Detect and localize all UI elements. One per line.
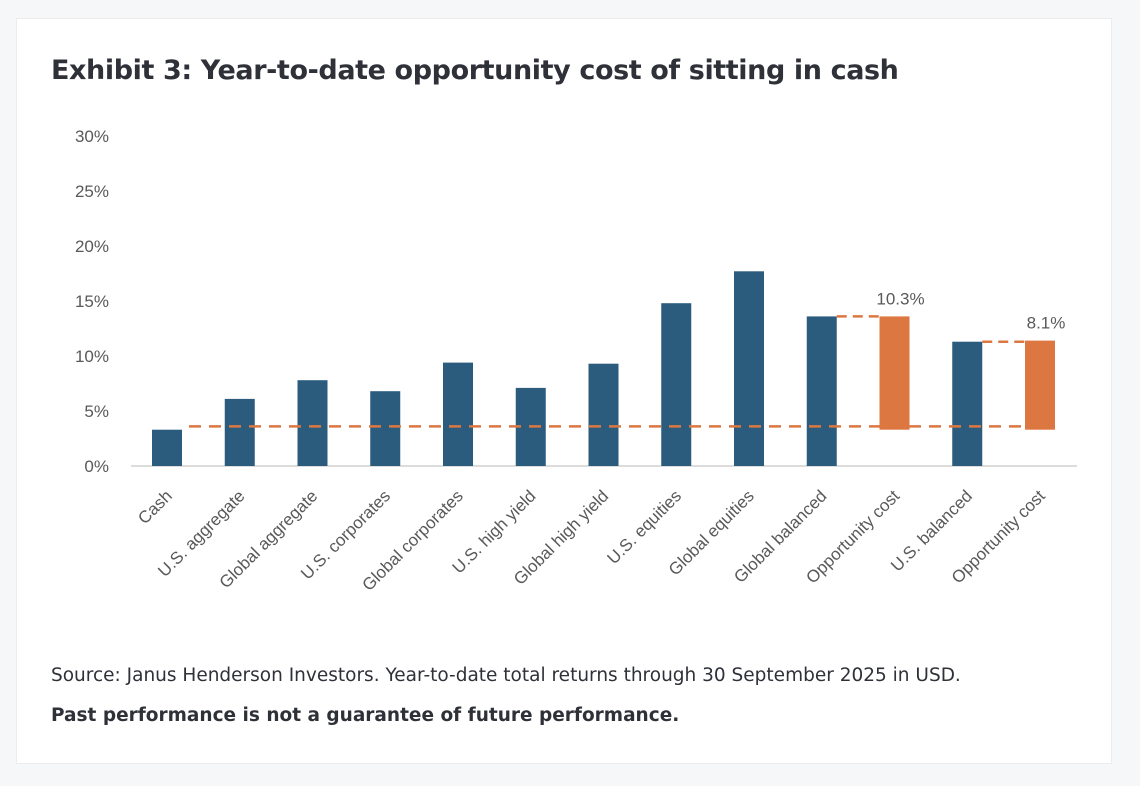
- exhibit-card: Exhibit 3: Year-to-date opportunity cost…: [16, 18, 1112, 764]
- return-bar: [152, 429, 182, 466]
- opportunity-cost-bar: [879, 316, 910, 430]
- disclaimer-note: Past performance is not a guarantee of f…: [51, 705, 680, 726]
- return-bar: [588, 363, 619, 466]
- return-bar: [734, 271, 764, 466]
- opportunity-cost-bar: [1025, 340, 1055, 430]
- return-bar: [952, 341, 983, 466]
- y-tick-label: 20%: [75, 237, 109, 256]
- data-label: 10.3%: [876, 289, 924, 308]
- category-label: Cash: [134, 486, 175, 527]
- y-tick-label: 25%: [75, 182, 109, 201]
- y-tick-label: 10%: [75, 347, 109, 366]
- category-label: U.S. equities: [603, 486, 685, 568]
- return-bar: [806, 316, 837, 466]
- y-tick-label: 5%: [84, 402, 109, 421]
- y-tick-label: 30%: [75, 127, 109, 146]
- return-bar: [224, 398, 255, 466]
- return-bar: [661, 303, 692, 466]
- return-bar: [443, 362, 473, 466]
- return-bar: [297, 380, 328, 466]
- exhibit-title: Exhibit 3: Year-to-date opportunity cost…: [51, 55, 899, 86]
- data-label: 8.1%: [1027, 314, 1066, 333]
- y-tick-label: 15%: [75, 292, 109, 311]
- source-note: Source: Janus Henderson Investors. Year-…: [51, 665, 961, 686]
- y-tick-label: 0%: [84, 457, 109, 476]
- return-bar: [370, 391, 401, 466]
